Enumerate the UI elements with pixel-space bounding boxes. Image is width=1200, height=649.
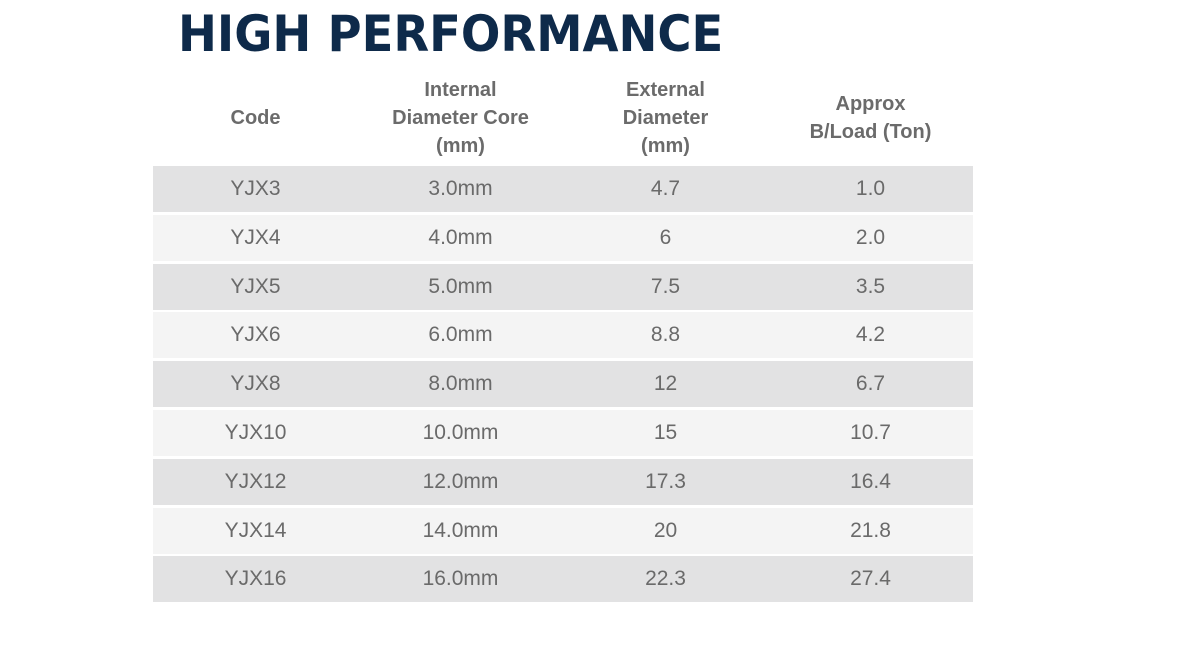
cell-load: 27.4 [850, 567, 891, 591]
cell-load: 21.8 [850, 518, 891, 542]
table-header: Code Internal Diameter Core (mm) Externa… [153, 70, 973, 166]
cell-internal: 4.0mm [428, 225, 493, 249]
cell-load: 1.0 [855, 177, 886, 200]
table-row: YJX3 3.0mm 4.7 1.0 [153, 166, 973, 212]
cell-external: 12 [653, 372, 678, 396]
cell-external: 15 [653, 420, 678, 444]
page-title: HIGH PERFORMANCE [178, 5, 724, 63]
cell-load: 16.4 [850, 469, 891, 493]
cell-internal: 14.0mm [422, 518, 499, 542]
header-breaking-load: Approx B/Load (Ton) [809, 93, 932, 143]
header-internal-diameter: Internal Diameter Core (mm) [392, 79, 529, 157]
table-body: YJX3 3.0mm 4.7 1.0 YJX4 4.0mm 6 2.0 YJX5 5.0mm 7.5… [153, 166, 973, 603]
cell-load: 3.5 [855, 274, 886, 298]
cell-external: 17.3 [645, 469, 686, 493]
table-row: YJX10 10.0mm 15 10.7 [153, 409, 973, 456]
cell-code: YJX6 [230, 323, 281, 347]
cell-load: 2.0 [855, 225, 886, 249]
cell-code: YJX10 [224, 420, 287, 444]
cell-internal: 8.0mm [428, 372, 493, 396]
cell-code: YJX16 [224, 567, 287, 591]
cell-code: YJX3 [230, 177, 281, 200]
cell-external: 22.3 [645, 567, 686, 591]
cell-load: 6.7 [855, 372, 886, 396]
table-row: YJX8 8.0mm 12 6.7 [153, 361, 973, 408]
cell-internal: 10.0mm [422, 420, 499, 444]
cell-external: 8.8 [650, 323, 681, 347]
cell-load: 10.7 [850, 420, 891, 444]
cell-internal: 6.0mm [428, 323, 493, 347]
cell-external: 4.7 [650, 177, 681, 200]
table-row: YJX16 16.0mm 22.3 27.4 [153, 556, 973, 603]
cell-code: YJX12 [224, 469, 287, 493]
table-row: YJX14 14.0mm 20 21.8 [153, 507, 973, 554]
cell-load: 4.2 [855, 323, 886, 347]
cell-code: YJX4 [230, 225, 281, 249]
table-row: YJX5 5.0mm 7.5 3.5 [153, 263, 973, 310]
cell-internal: 5.0mm [428, 274, 493, 298]
table-row: YJX4 4.0mm 6 2.0 [153, 214, 973, 261]
header-code: Code [230, 107, 281, 129]
cell-code: YJX14 [224, 518, 287, 542]
cell-external: 7.5 [650, 274, 681, 298]
cell-code: YJX8 [230, 372, 281, 396]
header-external-diameter: External Diameter (mm) [622, 79, 709, 157]
table-row: YJX12 12.0mm 17.3 16.4 [153, 458, 973, 505]
cell-internal: 12.0mm [422, 469, 499, 493]
cell-code: YJX5 [230, 274, 281, 298]
table-row: YJX6 6.0mm 8.8 4.2 [153, 312, 973, 359]
specs-table: Code Internal Diameter Core (mm) Externa… [153, 70, 973, 605]
cell-external: 6 [659, 225, 672, 249]
cell-external: 20 [653, 518, 678, 542]
cell-internal: 3.0mm [428, 177, 493, 200]
cell-internal: 16.0mm [422, 567, 499, 591]
